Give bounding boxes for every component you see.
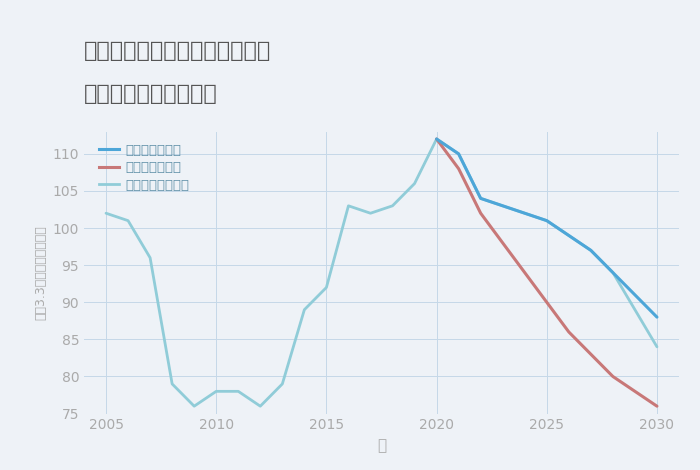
グッドシナリオ bbox=[609, 270, 617, 275]
ノーマルシナリオ bbox=[344, 203, 353, 209]
ノーマルシナリオ bbox=[454, 151, 463, 157]
ノーマルシナリオ bbox=[609, 270, 617, 275]
ノーマルシナリオ bbox=[587, 248, 595, 253]
ノーマルシナリオ bbox=[278, 381, 286, 387]
グッドシナリオ bbox=[653, 314, 662, 320]
ノーマルシナリオ bbox=[433, 136, 441, 142]
ノーマルシナリオ bbox=[212, 389, 220, 394]
ノーマルシナリオ bbox=[498, 203, 507, 209]
Line: ノーマルシナリオ: ノーマルシナリオ bbox=[106, 139, 657, 406]
Text: 中古戸建ての価格推移: 中古戸建ての価格推移 bbox=[84, 84, 218, 104]
バッドシナリオ bbox=[454, 166, 463, 172]
ノーマルシナリオ bbox=[653, 344, 662, 350]
バッドシナリオ bbox=[433, 136, 441, 142]
ノーマルシナリオ bbox=[300, 307, 309, 313]
ノーマルシナリオ bbox=[631, 307, 639, 313]
ノーマルシナリオ bbox=[146, 255, 154, 260]
バッドシナリオ bbox=[587, 352, 595, 357]
Line: バッドシナリオ: バッドシナリオ bbox=[437, 139, 657, 406]
バッドシナリオ bbox=[609, 374, 617, 379]
ノーマルシナリオ bbox=[124, 218, 132, 223]
バッドシナリオ bbox=[498, 240, 507, 246]
バッドシナリオ bbox=[653, 403, 662, 409]
グッドシナリオ bbox=[477, 196, 485, 201]
グッドシナリオ bbox=[498, 203, 507, 209]
ノーマルシナリオ bbox=[102, 211, 110, 216]
グッドシナリオ bbox=[587, 248, 595, 253]
バッドシナリオ bbox=[542, 299, 551, 305]
ノーマルシナリオ bbox=[542, 218, 551, 223]
ノーマルシナリオ bbox=[168, 381, 176, 387]
グッドシナリオ bbox=[454, 151, 463, 157]
ノーマルシナリオ bbox=[565, 233, 573, 238]
グッドシナリオ bbox=[521, 211, 529, 216]
ノーマルシナリオ bbox=[389, 203, 397, 209]
X-axis label: 年: 年 bbox=[377, 438, 386, 453]
グッドシナリオ bbox=[631, 292, 639, 298]
バッドシナリオ bbox=[631, 389, 639, 394]
Legend: グッドシナリオ, バッドシナリオ, ノーマルシナリオ: グッドシナリオ, バッドシナリオ, ノーマルシナリオ bbox=[97, 141, 192, 195]
Line: グッドシナリオ: グッドシナリオ bbox=[437, 139, 657, 317]
バッドシナリオ bbox=[565, 329, 573, 335]
ノーマルシナリオ bbox=[190, 403, 198, 409]
Y-axis label: 坪（3.3㎡）単価（万円）: 坪（3.3㎡）単価（万円） bbox=[34, 225, 47, 320]
バッドシナリオ bbox=[477, 211, 485, 216]
バッドシナリオ bbox=[521, 270, 529, 275]
グッドシナリオ bbox=[433, 136, 441, 142]
グッドシナリオ bbox=[542, 218, 551, 223]
ノーマルシナリオ bbox=[322, 285, 330, 290]
ノーマルシナリオ bbox=[477, 196, 485, 201]
ノーマルシナリオ bbox=[256, 403, 265, 409]
Text: 大阪府大阪市都島区都島北通の: 大阪府大阪市都島区都島北通の bbox=[84, 41, 272, 62]
ノーマルシナリオ bbox=[234, 389, 242, 394]
ノーマルシナリオ bbox=[366, 211, 375, 216]
グッドシナリオ bbox=[565, 233, 573, 238]
ノーマルシナリオ bbox=[410, 181, 419, 187]
ノーマルシナリオ bbox=[521, 211, 529, 216]
